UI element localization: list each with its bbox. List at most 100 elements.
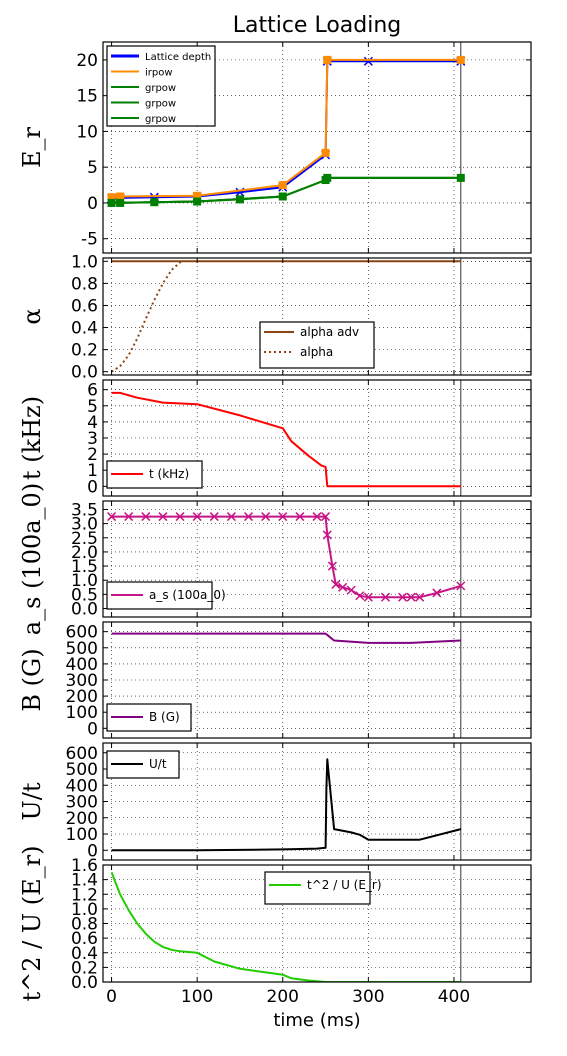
- data-point: [456, 173, 465, 182]
- data-point: [278, 181, 287, 190]
- x-tick-label: 300: [352, 987, 384, 1007]
- x-tick-label: 0: [106, 987, 117, 1007]
- y-tick-label: 0.5: [71, 585, 98, 605]
- y-axis-label: a_s (100a_0): [18, 483, 46, 635]
- y-axis-label: B (G): [18, 648, 46, 711]
- y-tick-label: 500: [66, 760, 98, 780]
- panel-0: -5 0 5 10 15 20 E_r Lattice depth irpow grpow grpo…: [18, 41, 532, 254]
- legend: U/t: [106, 750, 180, 779]
- data-point: [321, 148, 330, 157]
- y-tick-label: 3: [87, 429, 98, 449]
- y-tick-label: 0: [87, 194, 98, 214]
- y-tick-label: -5: [81, 230, 98, 250]
- data-point: [398, 592, 408, 602]
- y-tick-label: 200: [66, 809, 98, 829]
- y-tick-label: 0.6: [71, 929, 98, 949]
- y-tick-label: 500: [66, 639, 98, 659]
- data-point: [406, 592, 416, 602]
- legend-label: Lattice depth: [145, 52, 211, 63]
- y-tick-label: 0.6: [71, 296, 98, 316]
- y-tick-label: 20: [76, 51, 98, 71]
- y-tick-label: 5: [87, 397, 98, 417]
- data-point: [312, 512, 322, 522]
- legend-label: alpha adv: [300, 325, 359, 339]
- data-point: [243, 512, 254, 522]
- data-point: [323, 55, 332, 64]
- y-axis-label: t (kHz): [18, 396, 46, 480]
- data-point: [278, 512, 288, 522]
- data-point: [107, 512, 117, 522]
- y-axis-label: U/t: [18, 782, 46, 820]
- data-point: [124, 512, 134, 522]
- y-tick-label: 0: [87, 477, 98, 497]
- data-point: [322, 530, 332, 540]
- series-line-0: [111, 758, 462, 852]
- legend-box: [259, 321, 375, 369]
- x-tick-label: 200: [267, 987, 299, 1007]
- y-tick-label: 600: [66, 623, 98, 643]
- legend-label: t (kHz): [149, 467, 189, 481]
- series-line-0: [111, 391, 461, 488]
- data-point: [363, 56, 373, 66]
- panel-6: 0.00.20.40.60.81.01.21.41.6 0 100 200 300 400…: [18, 846, 532, 1007]
- data-point: [107, 193, 116, 202]
- legend: t (kHz): [106, 460, 203, 489]
- y-tick-label: 100: [66, 825, 98, 845]
- y-tick-label: 0.2: [71, 958, 98, 978]
- legend-label: alpha: [300, 345, 333, 359]
- panel-1: 0.00.20.4 0.60.81.0 α alpha adv alpha: [18, 252, 532, 383]
- data-point: [193, 191, 202, 200]
- figure-title: Lattice Loading: [233, 13, 402, 38]
- y-tick-label: 2.0: [71, 543, 98, 563]
- y-axis-label: E_r: [18, 126, 46, 168]
- y-tick-label: 2.5: [71, 529, 98, 549]
- y-tick-label: 100: [66, 703, 98, 723]
- x-axis-label: time (ms): [273, 1010, 360, 1031]
- legend-label: t^2 / U (E_r): [307, 878, 382, 892]
- data-point: [327, 561, 337, 571]
- legend: t^2 / U (E_r): [264, 871, 382, 905]
- data-point: [175, 512, 185, 522]
- legend-label: grpow: [145, 114, 176, 125]
- y-tick-label: 4: [87, 413, 98, 433]
- data-point: [321, 512, 331, 522]
- y-tick-label: 10: [76, 122, 98, 142]
- y-tick-label: 15: [76, 87, 98, 107]
- x-tick-label: 400: [438, 987, 470, 1007]
- series-line-0: [111, 632, 461, 644]
- y-tick-label: 0.8: [71, 915, 98, 935]
- y-tick-label: 1: [87, 461, 98, 481]
- legend: a_s (100a_0): [106, 581, 226, 610]
- axes-frame: [102, 41, 532, 254]
- y-tick-label: 0.4: [71, 319, 98, 339]
- y-tick-label: 300: [66, 671, 98, 691]
- legend: Lattice depth irpow grpow grpow grpow: [106, 45, 216, 127]
- legend-label: grpow: [145, 99, 176, 110]
- y-tick-label: 1.4: [71, 871, 98, 891]
- y-tick-label: 5: [87, 158, 98, 178]
- axes-frame: [102, 257, 532, 376]
- panel-3: 0.00.51.01.52.02.53.03.5 a_s (100a_0) a_s …: [18, 483, 532, 635]
- legend-box: [264, 871, 371, 905]
- y-tick-label: 3.0: [71, 515, 98, 535]
- y-tick-label: 0.0: [71, 600, 98, 620]
- legend-label: grpow: [145, 83, 176, 94]
- y-tick-label: 400: [66, 655, 98, 675]
- y-tick-label: 0: [87, 719, 98, 739]
- y-tick-label: 2: [87, 445, 98, 465]
- y-axis-label: t^2 / U (E_r): [18, 846, 46, 1002]
- y-tick-label: 0.0: [71, 973, 98, 993]
- data-point: [346, 585, 356, 595]
- legend-label: B (G): [149, 710, 180, 724]
- data-point: [116, 192, 125, 201]
- data-point: [107, 198, 116, 207]
- series-line-4: [111, 176, 461, 204]
- data-point: [261, 512, 271, 522]
- data-point: [380, 592, 391, 602]
- data-point: [158, 512, 168, 522]
